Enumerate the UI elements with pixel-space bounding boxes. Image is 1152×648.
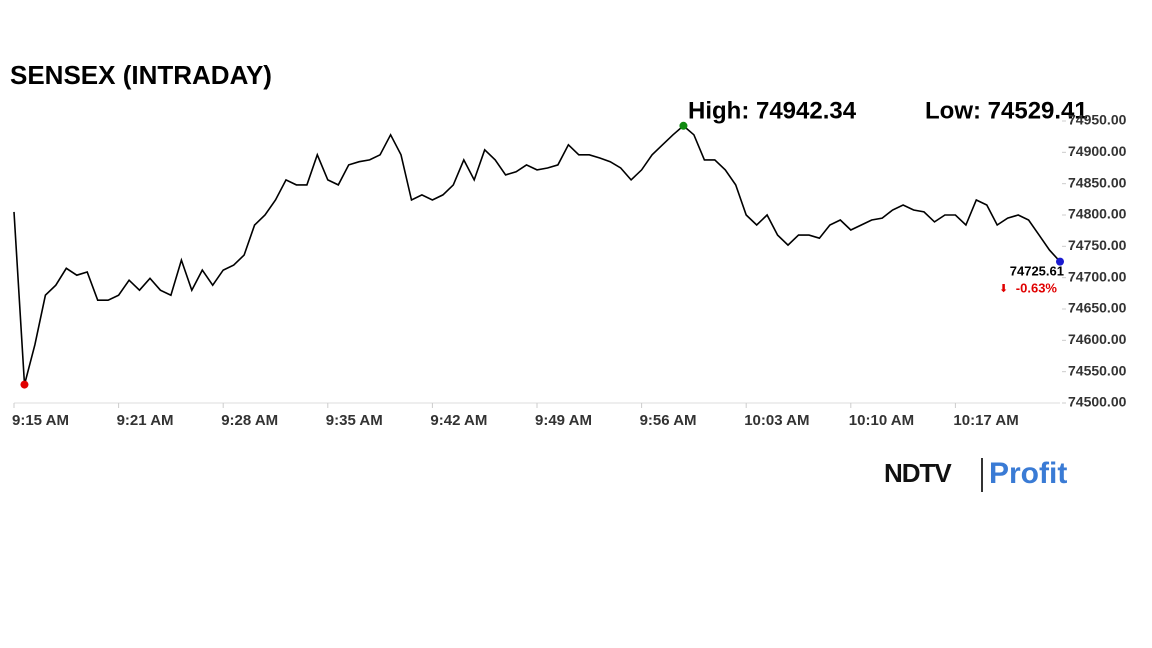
y-tick-label: 74650.00 bbox=[1068, 300, 1127, 316]
y-tick-label: 74950.00 bbox=[1068, 112, 1127, 128]
x-tick-label: 10:17 AM bbox=[953, 412, 1018, 429]
x-tick-label: 10:03 AM bbox=[744, 412, 809, 429]
x-tick-label: 10:10 AM bbox=[849, 412, 914, 429]
brand-ndtv: NDTV bbox=[884, 458, 952, 488]
y-tick-label: 74850.00 bbox=[1068, 174, 1127, 190]
last-marker bbox=[1056, 257, 1064, 266]
low-label: Low: 74529.41 bbox=[925, 97, 1088, 124]
high-marker bbox=[679, 121, 688, 130]
x-tick-label: 9:28 AM bbox=[221, 412, 278, 429]
change-label: -0.63% bbox=[1016, 280, 1058, 295]
x-tick-label: 9:49 AM bbox=[535, 412, 592, 429]
low-marker bbox=[20, 380, 29, 389]
chart-title: SENSEX (INTRADAY) bbox=[10, 60, 272, 90]
last-value: 74725.61 bbox=[1010, 263, 1064, 278]
x-tick-label: 9:42 AM bbox=[430, 412, 487, 429]
line bbox=[13, 124, 1061, 385]
y-tick-label: 74700.00 bbox=[1068, 268, 1127, 284]
y-tick-label: 74800.00 bbox=[1068, 206, 1127, 222]
x-tick-label: 9:35 AM bbox=[326, 412, 383, 429]
x-tick-label: 9:21 AM bbox=[117, 412, 174, 429]
y-tick-label: 74550.00 bbox=[1068, 362, 1127, 378]
x-tick-label: 9:15 AM bbox=[12, 412, 69, 429]
change-arrow: ⬇ bbox=[999, 283, 1008, 295]
brand-profit: Profit bbox=[989, 457, 1067, 490]
high-label: High: 74942.34 bbox=[688, 97, 857, 124]
y-tick-label: 74600.00 bbox=[1068, 331, 1127, 347]
y-tick-label: 74900.00 bbox=[1068, 143, 1127, 159]
x-tick-label: 9:56 AM bbox=[640, 412, 697, 429]
y-tick-label: 74500.00 bbox=[1068, 394, 1127, 410]
y-tick-label: 74750.00 bbox=[1068, 237, 1127, 253]
